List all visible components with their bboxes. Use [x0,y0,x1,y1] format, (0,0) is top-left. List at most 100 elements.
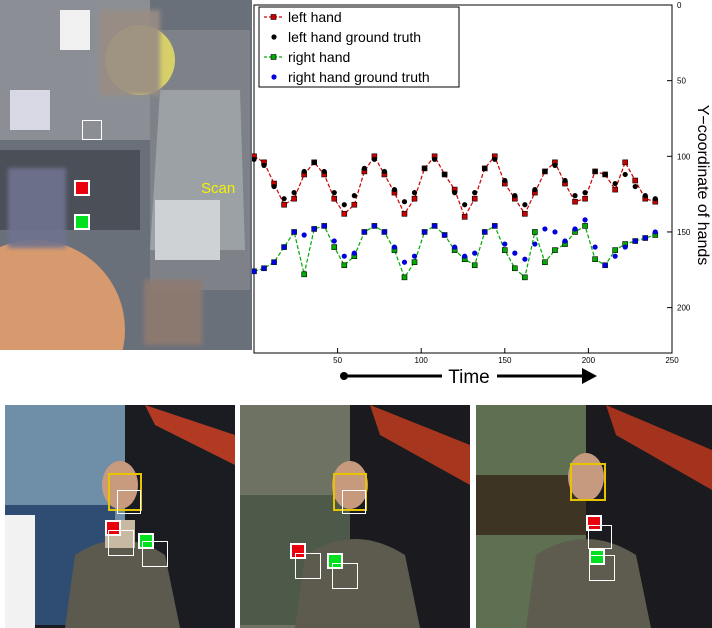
data-point [252,268,257,274]
data-point [301,232,307,238]
face-blur-3 [144,280,202,345]
data-point [652,196,658,202]
data-point [411,195,418,202]
tracking-grid [82,120,102,140]
data-point [271,183,277,190]
data-point [321,223,327,229]
tracking-grid [295,553,321,579]
data-point [411,190,418,196]
data-point [552,162,558,168]
right-hand-marker [74,214,90,230]
data-point [652,229,658,235]
data-point [291,195,297,202]
data-point [462,202,468,208]
data-point [311,226,317,232]
data-point [512,265,518,272]
legend-label: left hand [288,9,342,25]
tracking-grid [142,541,168,567]
data-point [632,177,639,184]
left-hand-marker [586,515,602,531]
data-point [582,223,588,229]
data-point [381,168,388,175]
data-point [401,211,408,217]
legend-marker [271,74,277,80]
series-right-hand-ground-truth [252,217,658,274]
x-tick-label: 250 [665,356,679,365]
data-point [341,202,347,208]
data-point [401,259,408,265]
data-point [582,217,588,223]
data-point [522,256,528,262]
data-point [301,168,307,175]
y-tick-label: 200 [677,304,691,313]
data-point [522,202,528,208]
legend-box [258,6,460,88]
x-axis-label: Time [448,367,490,388]
data-point [281,196,287,202]
tracking-grid [332,563,358,589]
data-point [261,162,267,168]
data-point [411,259,418,266]
data-point [462,253,468,259]
data-point [512,193,518,199]
data-point [592,256,598,262]
hand-trajectory-chart: 0 50 100 150 200 50 100 150 200 250 left hand lef… [252,0,712,395]
data-point [522,211,528,217]
data-point [331,190,337,196]
face-box [108,473,142,511]
data-point [431,223,438,229]
y-tick-label: 50 [677,77,686,86]
data-point [612,253,618,259]
legend-marker [270,14,277,20]
data-point [602,262,608,268]
data-point [572,226,578,232]
data-point [381,229,388,235]
data-point [271,259,277,265]
data-point [532,229,538,235]
data-point [401,274,408,281]
data-point [632,183,638,190]
scan-label: Scan [201,180,236,197]
data-point [532,241,538,247]
tracking-grid [589,555,615,581]
data-point [351,193,357,199]
y-ticks: 0 50 100 150 200 [667,1,691,313]
data-point [552,229,558,235]
data-point [471,262,478,269]
data-point [572,198,578,205]
frame-1-scene [5,405,235,628]
left-hand-marker [105,520,121,536]
tracking-grid [108,530,134,556]
x-tick-label: 200 [582,356,596,365]
legend-label: left hand ground truth [288,29,421,45]
data-point [472,190,478,196]
data-point [291,190,297,196]
data-point [482,165,488,172]
legend-label: right hand ground truth [288,69,430,85]
data-point [341,253,347,259]
y-axis-label: Y−coordinate of hands [694,105,711,266]
data-point [252,156,257,162]
data-point [632,238,638,244]
data-point [532,186,538,193]
data-point [361,165,367,172]
data-point [482,229,488,235]
data-point [291,229,297,235]
data-point [341,211,348,217]
data-point [552,247,558,253]
data-point [602,171,608,178]
data-point [471,195,478,202]
data-point [542,168,548,175]
data-point [331,195,338,202]
legend: left hand left hand ground truth right han… [258,6,460,88]
data-point [431,156,438,162]
video-frame-1 [5,405,235,628]
data-point [472,250,478,256]
video-frame-3 [476,405,712,628]
data-point [391,244,398,250]
data-point [391,186,398,193]
right-hand-marker [327,553,343,569]
data-point [331,244,338,250]
data-point [502,247,508,253]
